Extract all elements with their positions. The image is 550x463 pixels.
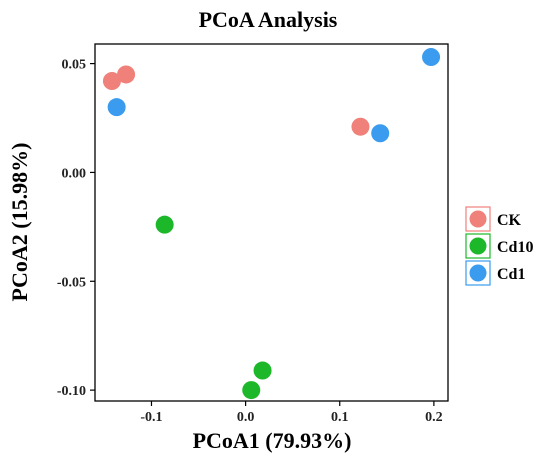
- data-point-cd1: [107, 98, 126, 117]
- data-point-ck: [351, 117, 370, 136]
- y-tick-label: -0.10: [57, 384, 86, 399]
- x-tick-label: -0.1: [140, 410, 162, 425]
- legend-label: Cd1: [497, 266, 525, 283]
- x-axis-label: PCoA1 (79.93%): [193, 428, 352, 453]
- data-point-cd10: [253, 361, 272, 380]
- y-tick-label: 0.00: [62, 166, 87, 181]
- data-point-ck: [117, 65, 136, 84]
- data-point-cd10: [155, 215, 174, 234]
- x-tick-label: 0.0: [237, 410, 255, 425]
- legend-label: CK: [497, 212, 522, 229]
- x-axis-ticks: -0.1 0.0 0.1 0.2: [140, 401, 443, 425]
- legend-marker: [469, 210, 487, 228]
- x-tick-label: 0.1: [331, 410, 349, 425]
- legend-marker: [469, 237, 487, 255]
- y-axis-ticks: 0.05 0.00 -0.05 -0.10: [57, 58, 95, 399]
- data-point-cd1: [422, 48, 441, 67]
- y-axis-label: PCoA2 (15.98%): [7, 143, 32, 302]
- y-tick-label: -0.05: [57, 275, 86, 290]
- y-tick-label: 0.05: [62, 58, 87, 73]
- scatter-points: [102, 48, 441, 400]
- x-tick-label: 0.2: [425, 410, 443, 425]
- legend-label: Cd10: [497, 239, 533, 256]
- plot-panel: [94, 43, 449, 402]
- legend: CK Cd10 Cd1: [465, 206, 533, 286]
- data-point-ck: [102, 72, 121, 91]
- data-point-cd1: [371, 124, 390, 143]
- data-point-cd10: [242, 381, 261, 400]
- chart-title: PCoA Analysis: [199, 7, 338, 32]
- legend-marker: [469, 264, 487, 282]
